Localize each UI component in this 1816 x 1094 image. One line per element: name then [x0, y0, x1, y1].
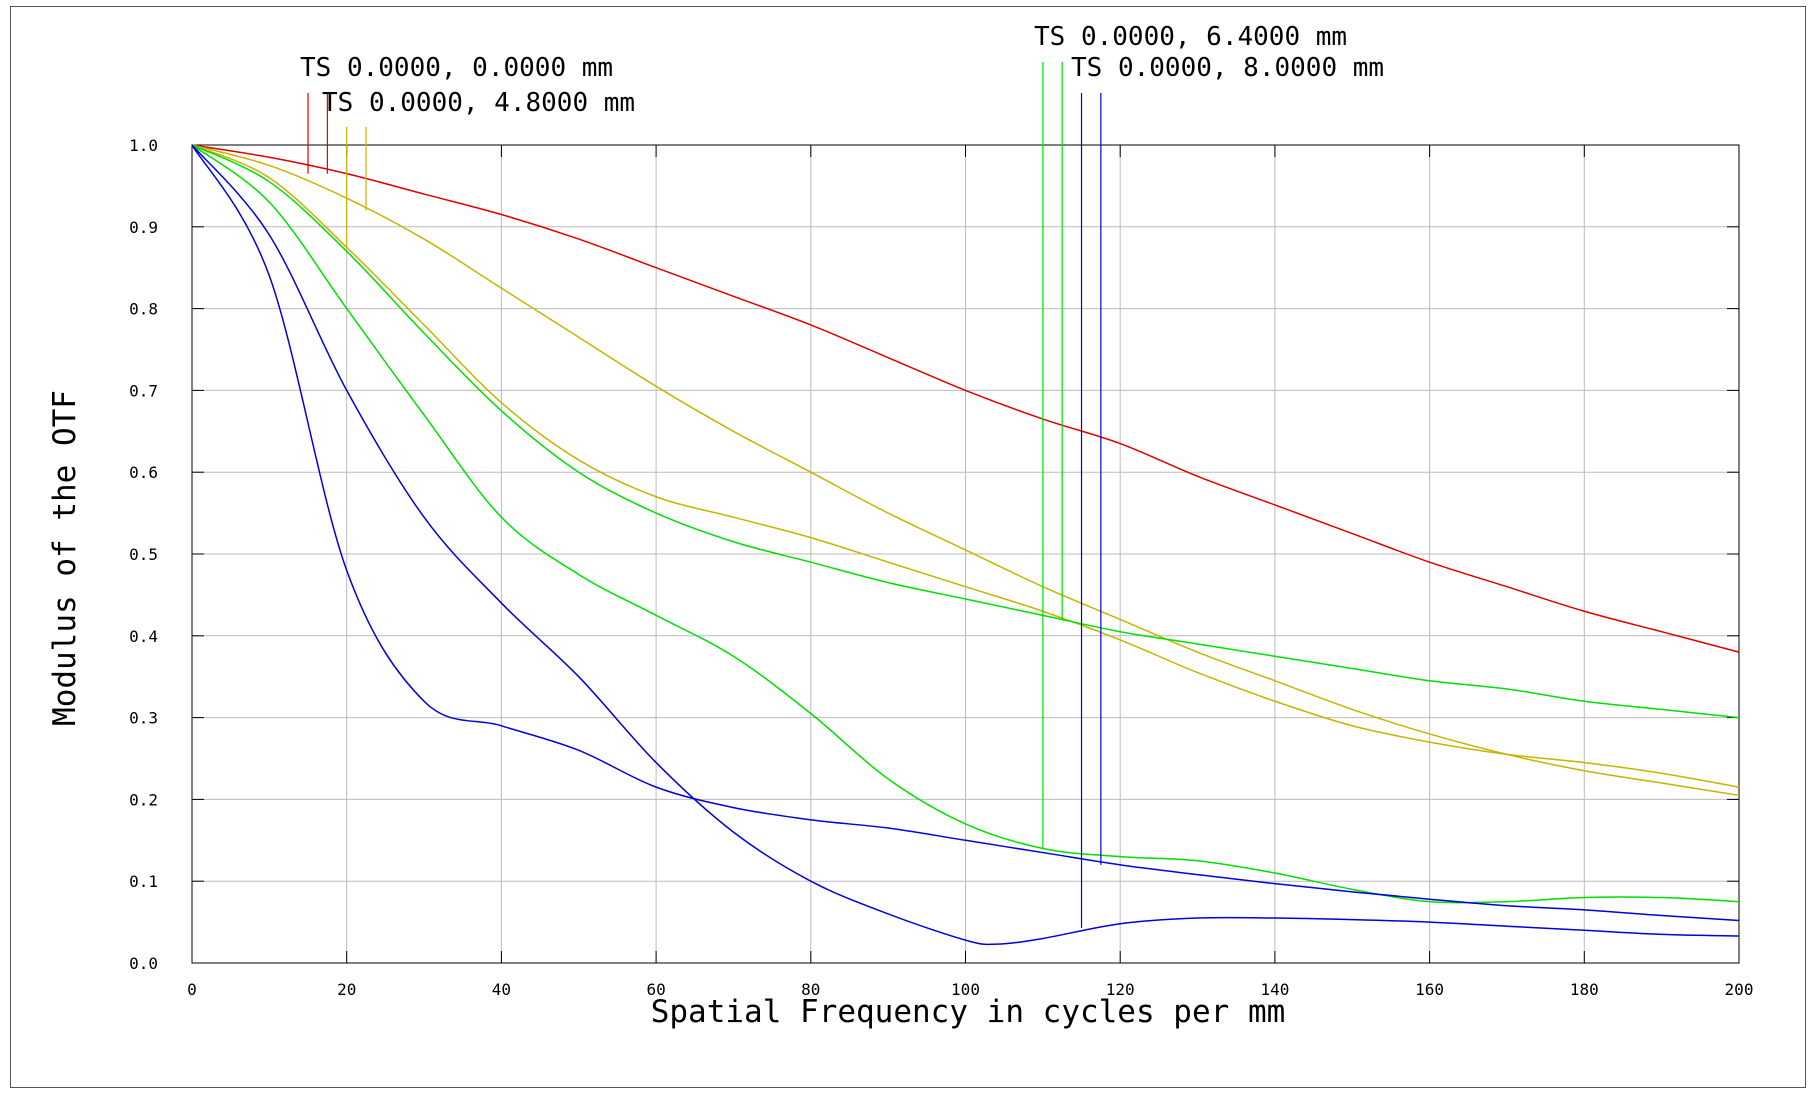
x-axis-label: Spatial Frequency in cycles per mm	[651, 994, 1286, 1030]
legend-marker-lines	[307, 62, 1102, 928]
y-tick-label: 0.8	[129, 300, 158, 319]
x-tick-label: 60	[646, 980, 665, 999]
y-tick-label: 0.0	[129, 954, 158, 973]
x-tick-label: 40	[492, 980, 511, 999]
series-line-3	[191, 144, 1740, 719]
series-line-1	[191, 144, 1740, 797]
x-tick-label: 140	[1260, 980, 1289, 999]
y-tick-label: 0.1	[129, 872, 158, 891]
series-line-4	[191, 144, 1740, 904]
legend-label-1: TS 0.0000, 4.8000 mm	[322, 88, 635, 118]
y-tick-label: 0.5	[129, 545, 158, 564]
series-line-5	[191, 144, 1740, 946]
series-line-6	[191, 144, 1740, 922]
y-tick-label: 1.0	[129, 136, 158, 155]
series-line-0	[191, 144, 1740, 653]
y-axis-label: Modulus of the OTF	[47, 390, 83, 726]
y-tick-label: 0.6	[129, 463, 158, 482]
series-group	[191, 144, 1740, 946]
x-tick-label: 120	[1106, 980, 1135, 999]
x-tick-label: 0	[187, 980, 197, 999]
y-tick-label: 0.3	[129, 709, 158, 728]
x-tick-label: 20	[337, 980, 356, 999]
y-tick-label: 0.7	[129, 381, 158, 400]
legend-label-0: TS 0.0000, 0.0000 mm	[300, 53, 613, 83]
x-tick-label: 80	[801, 980, 820, 999]
legend-label-2: TS 0.0000, 6.4000 mm	[1034, 22, 1347, 52]
y-tick-label: 0.4	[129, 627, 158, 646]
x-tick-labels: 0 20 40 60 80 100 120 140 160 180 200	[187, 980, 1753, 999]
legend-label-3: TS 0.0000, 8.0000 mm	[1071, 53, 1384, 83]
y-tick-labels: 0.0 0.1 0.2 0.3 0.4 0.5 0.6 0.7 0.8 0.9 1.0	[129, 136, 158, 973]
x-tick-label: 160	[1415, 980, 1444, 999]
x-tick-label: 200	[1725, 980, 1754, 999]
x-tick-label: 100	[951, 980, 980, 999]
tick-marks	[191, 144, 1740, 964]
series-line-2	[191, 144, 1740, 788]
x-tick-label: 180	[1570, 980, 1599, 999]
y-tick-label: 0.9	[129, 218, 158, 237]
chart-frame	[10, 6, 1806, 1088]
y-tick-label: 0.2	[129, 790, 158, 809]
